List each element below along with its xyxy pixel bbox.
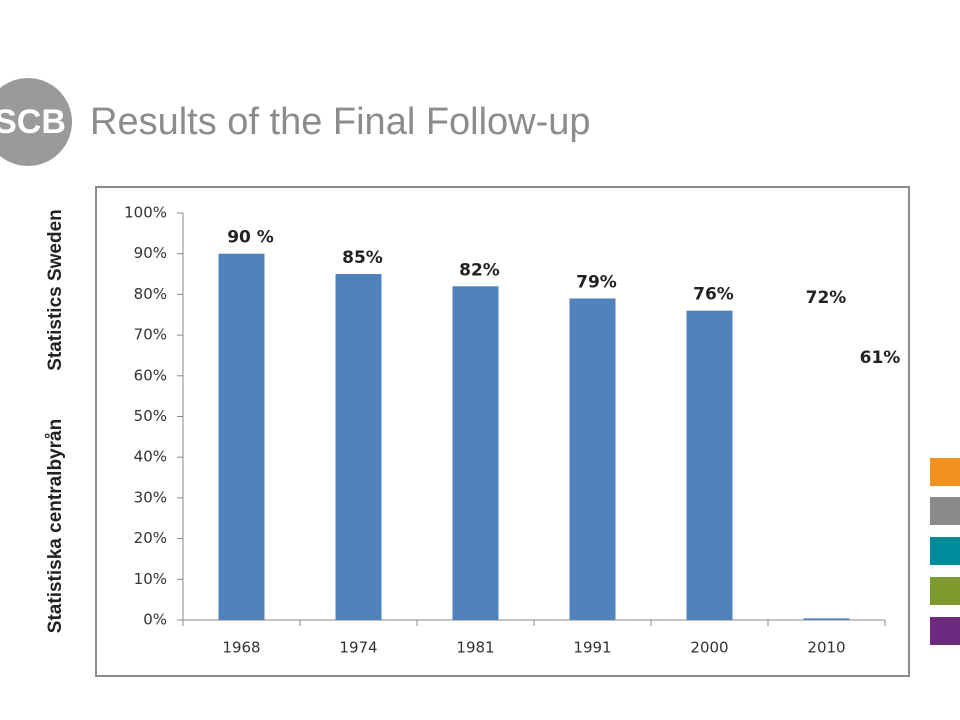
color-square xyxy=(930,537,960,565)
bar xyxy=(452,286,499,620)
side-text: Statistics Sweden xyxy=(45,209,66,371)
bar xyxy=(569,298,616,620)
value-label: 79% xyxy=(576,272,617,292)
annotation: 72% xyxy=(806,288,847,308)
bar xyxy=(335,274,382,620)
color-square xyxy=(930,617,960,645)
slide-title: Results of the Final Follow-up xyxy=(90,101,591,143)
x-tick-label: 1974 xyxy=(339,639,377,657)
value-label: 76% xyxy=(693,285,734,305)
y-tick-label: 80% xyxy=(134,285,167,303)
side-text: Statistiska centralbyrån xyxy=(45,419,66,633)
color-square xyxy=(930,497,960,525)
annotation: 61% xyxy=(860,348,901,368)
bar xyxy=(218,253,265,620)
y-tick-label: 90% xyxy=(134,244,167,262)
value-label: 85% xyxy=(342,248,383,268)
y-tick-label: 70% xyxy=(134,326,167,344)
y-tick-label: 20% xyxy=(134,529,167,547)
logo-text: SCB xyxy=(0,103,66,141)
color-square xyxy=(930,458,960,486)
value-label: 82% xyxy=(459,260,500,280)
x-tick-label: 1991 xyxy=(573,639,611,657)
color-square xyxy=(930,577,960,605)
bar xyxy=(686,310,733,620)
y-tick-label: 30% xyxy=(134,488,167,506)
chart-frame xyxy=(95,186,910,677)
x-tick-label: 1968 xyxy=(222,639,260,657)
logo-circle xyxy=(0,78,72,166)
y-tick-label: 40% xyxy=(134,448,167,466)
y-tick-label: 100% xyxy=(124,204,167,222)
y-tick-label: 0% xyxy=(143,611,167,629)
y-tick-label: 60% xyxy=(134,366,167,384)
value-label: 90 % xyxy=(227,228,274,248)
y-tick-label: 50% xyxy=(134,407,167,425)
bar xyxy=(803,618,850,620)
x-tick-label: 2010 xyxy=(807,639,845,657)
x-tick-label: 2000 xyxy=(690,639,728,657)
y-tick-label: 10% xyxy=(134,570,167,588)
x-tick-label: 1981 xyxy=(456,639,494,657)
